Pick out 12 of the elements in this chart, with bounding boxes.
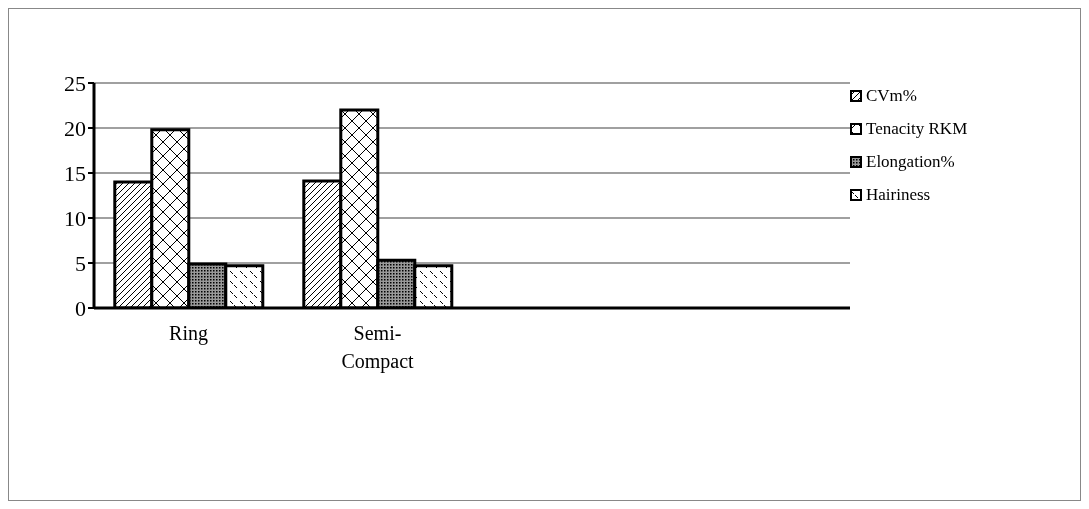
x-tick-label: Semi-Compact bbox=[341, 322, 415, 373]
x-tick-label: Ring bbox=[169, 322, 208, 345]
legend-label: Hairiness bbox=[866, 184, 931, 205]
legend-label: CVm% bbox=[866, 85, 917, 106]
legend-label: Elongation% bbox=[866, 151, 955, 172]
legend-label: Tenacity RKM bbox=[866, 118, 968, 139]
y-tick-label: 5 bbox=[75, 250, 86, 276]
y-tick-label: 10 bbox=[64, 205, 86, 231]
y-tick-label: 20 bbox=[64, 115, 86, 141]
y-tick-label: 25 bbox=[64, 70, 86, 96]
y-tick-label: 15 bbox=[64, 160, 86, 186]
y-tick-label: 0 bbox=[75, 295, 86, 321]
